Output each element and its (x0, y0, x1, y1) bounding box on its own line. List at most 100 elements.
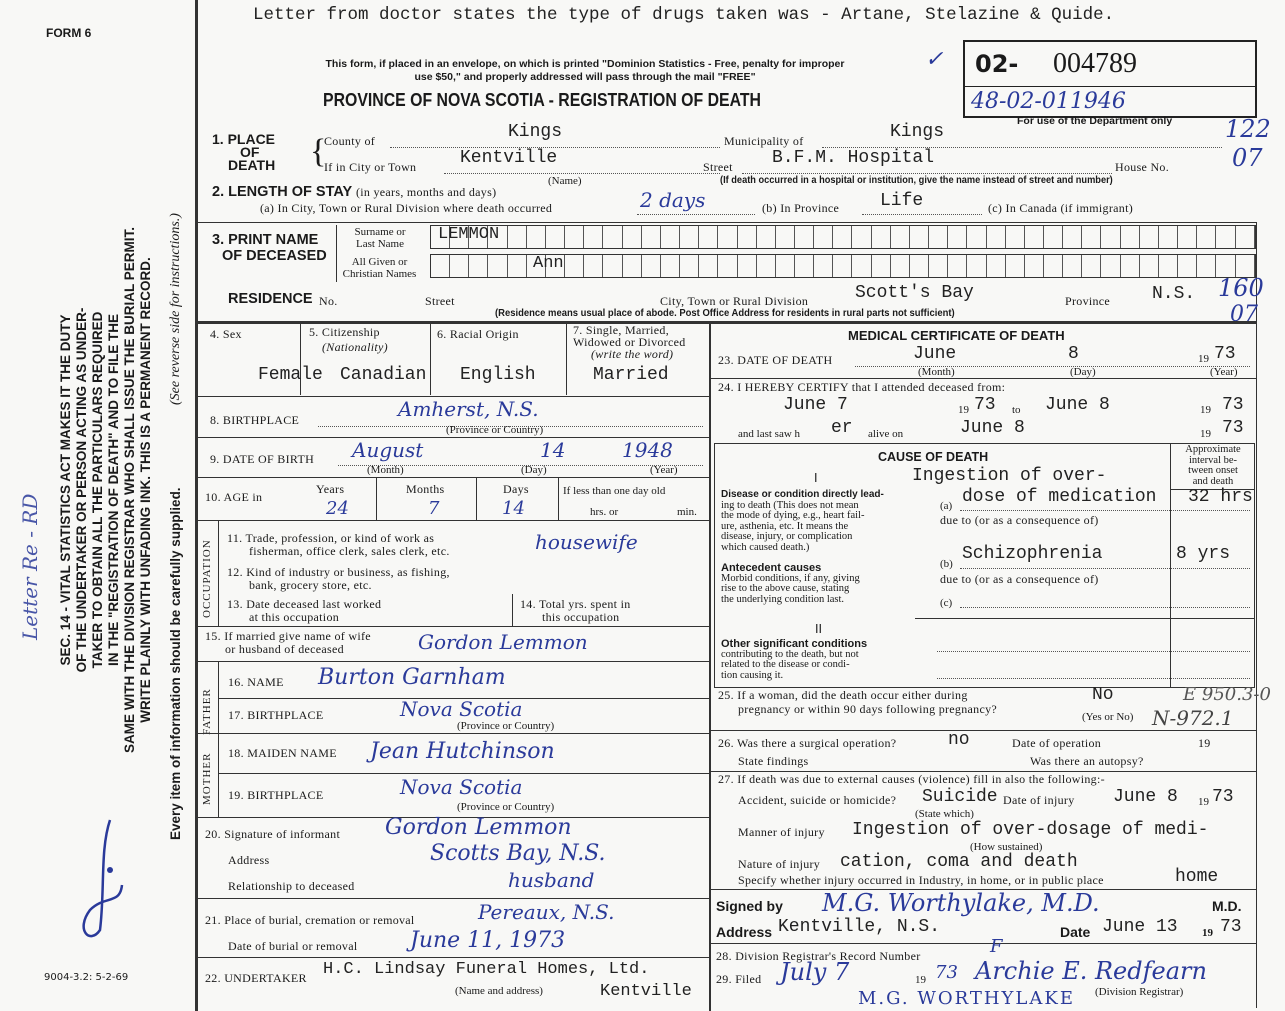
years-label: Years (316, 482, 345, 496)
informant-label: 20. Signature of informant (205, 827, 341, 841)
residence-code-top: 160 (1218, 274, 1264, 302)
letter-box (527, 226, 546, 248)
letter-box (527, 255, 546, 277)
surgery-value: no (948, 730, 970, 750)
surname-value: LEMMON (438, 225, 500, 244)
mother-side-label: MOTHER (201, 752, 213, 805)
filed-year: 73 (935, 962, 958, 983)
mother-province-caption: (Province or Country) (457, 801, 555, 813)
date-of-death-label: 23. DATE OF DEATH (718, 353, 833, 367)
print-name-label: 3. PRINT NAME OF DECEASED (212, 232, 327, 264)
certify-label: 24. I HEREBY CERTIFY that I attended dec… (718, 380, 1006, 394)
stay-city-value: 2 days (640, 188, 706, 212)
residence-label: RESIDENCE (228, 291, 313, 307)
father-province-caption: (Province or Country) (457, 720, 555, 732)
trade-label: 11. Trade, profession, or kind of work a… (227, 531, 450, 558)
letter-box (431, 255, 451, 277)
dod-month: June (913, 344, 957, 364)
marital-label: 7. Single, Married, Widowed or Divorced (w… (573, 323, 686, 361)
letter-box (738, 255, 757, 277)
letter-box (852, 226, 872, 248)
other-conditions-label: Other significant conditions contributing… (721, 638, 868, 681)
header-note: Letter from doctor states the type of dr… (253, 5, 1115, 25)
act-notice: SEC. 14 - VITAL STATISTICS ACT MAKES IT … (58, 190, 154, 790)
record-number: F (990, 936, 1003, 957)
letter-box (718, 226, 738, 248)
hospital-note: (If death occurred in a hospital or inst… (720, 174, 1113, 186)
letter-box (1159, 255, 1179, 277)
letter-box (987, 255, 1006, 277)
birthplace-label: 8. BIRTHPLACE (210, 413, 300, 427)
letter-box (910, 226, 930, 248)
informant-address-label: Address (228, 853, 270, 867)
letter-box (546, 226, 566, 248)
part-one: I (814, 471, 818, 485)
dod-day: 8 (1068, 344, 1079, 364)
undertaker-name: H.C. Lindsay Funeral Homes, Ltd. (323, 960, 650, 979)
undertaker-caption: (Name and address) (455, 985, 543, 997)
part-two: II (815, 622, 823, 636)
registration-box: 02- 004789 48-02-011946 (963, 40, 1257, 118)
pregnancy-code-2: N-972.1 (1152, 706, 1234, 730)
letter-box (833, 226, 853, 248)
dod-month-caption: (Month) (918, 366, 955, 378)
letter-box (1006, 255, 1025, 277)
cause-c-marker: (c) (940, 597, 953, 609)
letter-box (1101, 226, 1121, 248)
last-saw-label: and last saw h (738, 428, 801, 440)
age-label: 10. AGE in (205, 490, 263, 504)
to-label: to (1012, 404, 1021, 416)
marital-value: Married (593, 365, 669, 385)
sex-label: 4. Sex (210, 327, 242, 341)
yes-no-caption: (Yes or No) (1082, 711, 1134, 723)
informant-signature: Gordon Lemmon (385, 815, 572, 840)
cause-a-marker: (a) (940, 500, 953, 512)
letter-box (565, 255, 585, 277)
total-years-label: 14. Total yrs. spent in this occupation (520, 597, 631, 624)
less-than-day-label: If less than one day old (563, 485, 666, 497)
letter-box (661, 226, 681, 248)
registrar-caption: (Division Registrar) (1095, 986, 1184, 998)
every-item-note: Every item of information should be care… (168, 487, 183, 840)
length-of-stay-label: 2. LENGTH OF STAY (in years, months and … (212, 184, 497, 200)
letter-box (1063, 226, 1083, 248)
letter-box (757, 226, 776, 248)
residence-no-label: No. (319, 294, 338, 308)
letter-box (1044, 255, 1064, 277)
filed-date: July 7 (780, 958, 850, 986)
injury-date-label: Date of injury (1003, 793, 1075, 807)
undertaker-city: Kentville (600, 982, 692, 1001)
attended-to-year: 73 (1222, 395, 1244, 415)
hrs-label: hrs. or (590, 506, 619, 518)
last-saw-her: er (831, 418, 853, 438)
sex-value: Female (258, 365, 323, 385)
manner-value: Ingestion of over-dosage of medi- (852, 820, 1209, 840)
filed-label: 29. Filed (716, 972, 762, 986)
letter-box (450, 226, 470, 248)
last-worked-label: 13. Date deceased last worked at this occ… (227, 597, 382, 624)
letter-box (1178, 255, 1198, 277)
letter-box (1121, 226, 1140, 248)
letter-box (699, 255, 719, 277)
letter-box (469, 255, 489, 277)
letter-box (469, 226, 489, 248)
spouse-label: 15. If married give name of wife or husba… (205, 629, 371, 656)
letter-box (1025, 226, 1044, 248)
letter-box (1006, 226, 1025, 248)
letter-box (488, 255, 508, 277)
citizenship-sub: (Nationality) (322, 340, 388, 354)
county-label: County of (324, 134, 376, 148)
cause-b-interval: 8 yrs (1176, 544, 1231, 564)
letter-box (795, 226, 815, 248)
father-birthplace-value: Nova Scotia (400, 697, 523, 721)
pregnancy-value: No (1092, 685, 1114, 705)
act-line: TAKER TO OBTAIN ALL THE PARTICULARS REQU… (90, 311, 105, 669)
letter-box (1236, 226, 1255, 248)
letter-box (852, 255, 872, 277)
injury-year-prefix: 19 (1198, 796, 1209, 808)
medical-certificate-title: MEDICAL CERTIFICATE OF DEATH (848, 328, 1065, 343)
letter-box (814, 226, 834, 248)
letter-box (1025, 255, 1044, 277)
form-code: 9004-3.2: 5-2-69 (44, 972, 129, 983)
dod-year: 73 (1214, 344, 1236, 364)
